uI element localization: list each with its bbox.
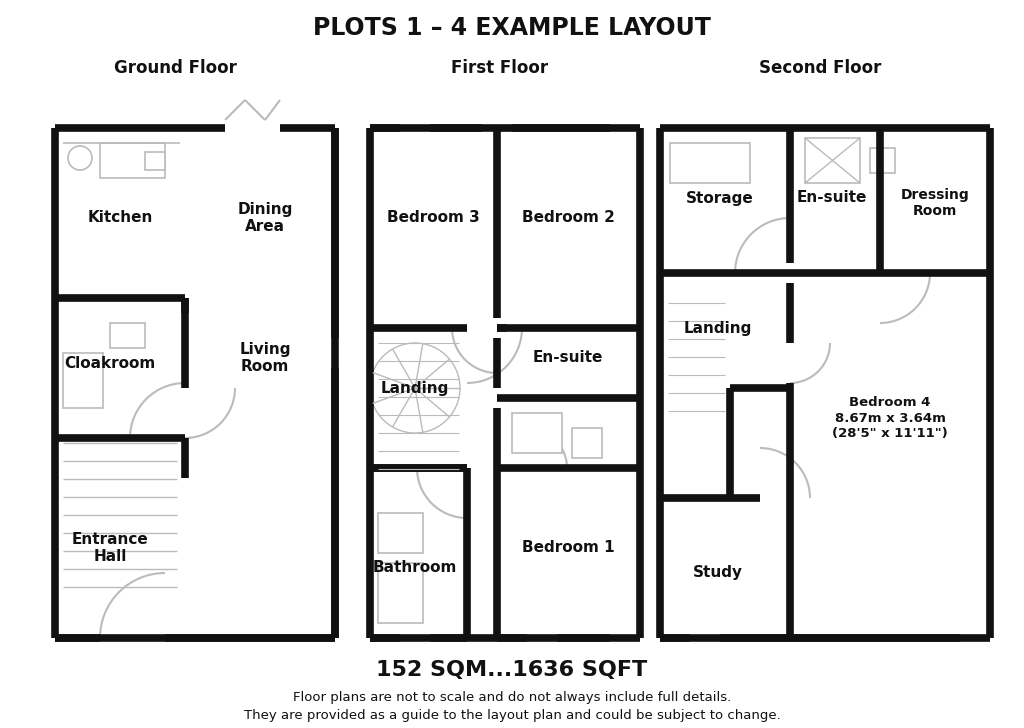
Text: Kitchen: Kitchen xyxy=(87,210,153,226)
Text: Study: Study xyxy=(693,566,743,580)
Text: First Floor: First Floor xyxy=(452,59,549,77)
Text: Entrance
Hall: Entrance Hall xyxy=(72,531,148,564)
Text: Dressing
Room: Dressing Room xyxy=(901,188,970,218)
Text: 152 SQM...1636 SQFT: 152 SQM...1636 SQFT xyxy=(377,660,647,680)
Text: Bedroom 3: Bedroom 3 xyxy=(387,210,479,226)
Text: Cloakroom: Cloakroom xyxy=(65,355,156,371)
Text: They are provided as a guide to the layout plan and could be subject to change.: They are provided as a guide to the layo… xyxy=(244,708,780,721)
Bar xyxy=(110,323,145,348)
Text: Storage: Storage xyxy=(686,191,754,205)
Text: Living
Room: Living Room xyxy=(240,342,291,374)
Text: Bedroom 4
8.67m x 3.64m
(28'5" x 11'11"): Bedroom 4 8.67m x 3.64m (28'5" x 11'11") xyxy=(833,397,948,440)
Text: PLOTS 1 – 4 EXAMPLE LAYOUT: PLOTS 1 – 4 EXAMPLE LAYOUT xyxy=(313,16,711,40)
Text: Ground Floor: Ground Floor xyxy=(114,59,237,77)
Bar xyxy=(512,413,562,453)
Text: Landing: Landing xyxy=(684,320,753,336)
Bar xyxy=(63,353,103,408)
Text: Landing: Landing xyxy=(381,381,450,395)
Bar xyxy=(145,152,165,170)
Bar xyxy=(670,143,750,183)
Text: En-suite: En-suite xyxy=(797,191,867,205)
Text: Bedroom 2: Bedroom 2 xyxy=(521,210,614,226)
Text: Bedroom 1: Bedroom 1 xyxy=(521,540,614,555)
Text: Bathroom: Bathroom xyxy=(373,561,457,576)
Text: Floor plans are not to scale and do not always include full details.: Floor plans are not to scale and do not … xyxy=(293,692,731,705)
Bar xyxy=(572,428,602,458)
Text: Dining
Area: Dining Area xyxy=(238,202,293,234)
Bar xyxy=(100,143,165,178)
Bar xyxy=(870,148,895,173)
Bar xyxy=(805,138,860,183)
Text: Second Floor: Second Floor xyxy=(759,59,882,77)
Bar xyxy=(378,563,423,623)
Text: En-suite: En-suite xyxy=(532,350,603,365)
Bar xyxy=(378,513,423,553)
